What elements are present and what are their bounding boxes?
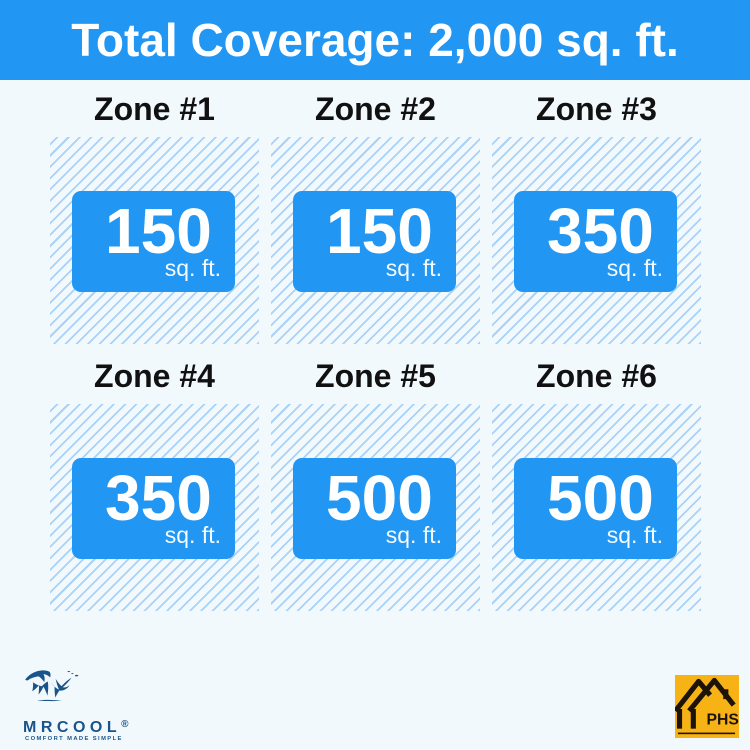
svg-text:PHS: PHS	[707, 712, 739, 729]
